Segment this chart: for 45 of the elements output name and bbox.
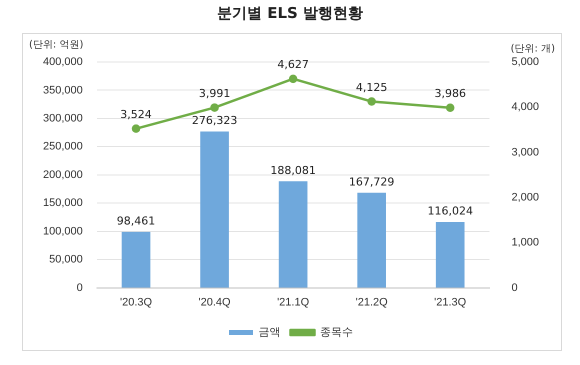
y-tick-label: 200,000 [42,168,83,181]
x-tick-label: '21.1Q [277,296,310,308]
text: 167,729 [348,175,394,188]
text: 188,081 [270,164,316,177]
text: 4,125 [356,80,388,94]
y-tick-label: 250,000 [42,140,83,153]
y2-tick-label: 5,000 [511,56,540,68]
y-tick-label: 350,000 [42,84,83,96]
legend-label: 종목수 [320,326,353,339]
point [210,103,219,112]
y2-axis-title: (단위: 개) [510,44,556,55]
text: 98,461 [116,214,156,228]
point [446,104,454,112]
x-tick-label: '21.3Q [434,296,467,308]
y2-tick-label: 0 [511,282,518,294]
y-tick-label: 150,000 [42,197,83,210]
legend-label: 금액 [258,326,280,339]
x-tick-label: '20.4Q [198,296,232,308]
text: 3,991 [198,86,230,100]
y-tick-label: 50,000 [49,254,83,266]
x-tick-label: '21.2Q [356,296,388,308]
y-axis-title: (단위: 억원) [29,40,84,51]
y2-tick-label: 1,000 [511,236,540,249]
bar [122,232,150,288]
bar [200,131,229,288]
bar [357,192,386,288]
bar [278,181,308,288]
point [132,124,140,133]
y-tick-label: 100,000 [42,225,83,238]
text: 3,986 [434,87,466,100]
x-tick-label: '20.3Q [120,296,153,308]
text: 4,627 [277,58,309,72]
y2-tick-label: 4,000 [511,101,540,114]
text: 116,024 [427,204,473,218]
point [288,74,298,84]
y2-tick-label: 3,000 [511,146,540,158]
bar [436,222,465,288]
point [367,97,376,106]
y-tick-label: 0 [76,282,83,294]
y-tick-label: 400,000 [42,56,83,68]
y-tick-label: 300,000 [42,112,83,124]
text: 276,323 [192,114,238,128]
chart-title: 분기별 ELS 발행현황 [216,4,364,23]
y2-tick-label: 2,000 [511,192,540,204]
text: 3,524 [120,108,152,122]
